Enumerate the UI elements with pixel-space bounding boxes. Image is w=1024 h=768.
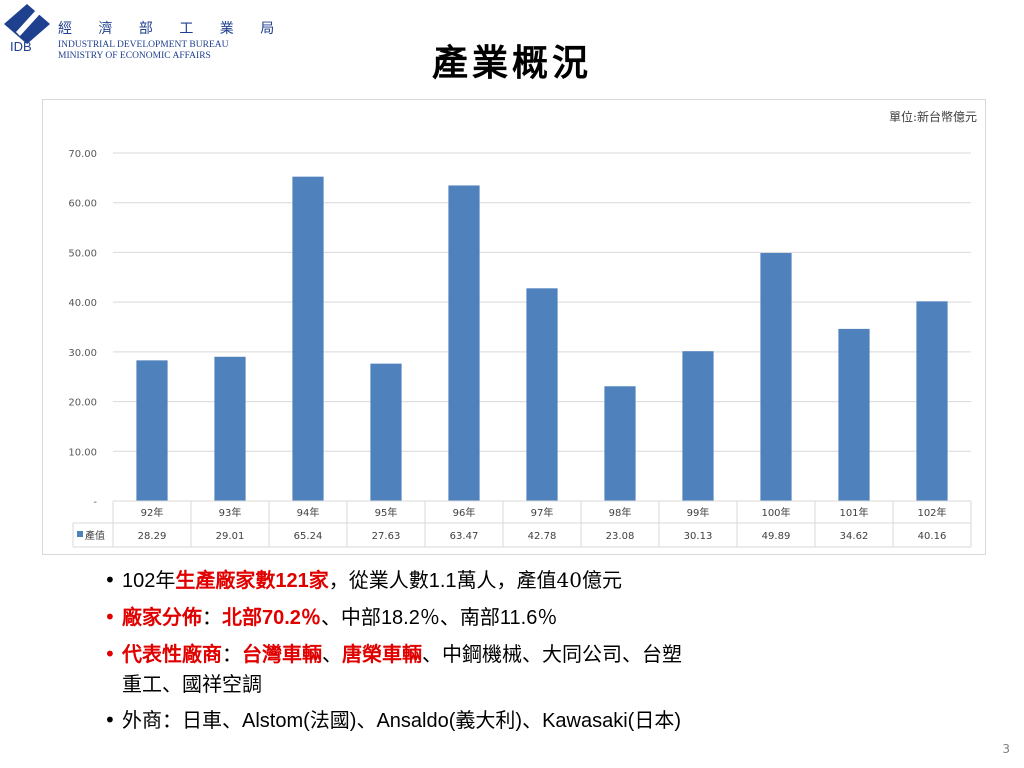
bullet4-sep1: )、 xyxy=(349,710,377,732)
bullet2-north: 北部 xyxy=(222,605,262,629)
y-tick-label: - xyxy=(93,497,97,508)
bullet3-sep: 、 xyxy=(322,642,342,666)
data-value-label: 40.16 xyxy=(918,531,947,542)
y-tick-label: 20.00 xyxy=(68,398,97,409)
logo-ministry-name: MINISTRY OF ECONOMIC AFFAIRS xyxy=(58,51,211,61)
page-number: 3 xyxy=(1002,742,1010,756)
data-value-label: 30.13 xyxy=(684,531,713,542)
bullet3-firm-2: 唐榮車輛 xyxy=(342,642,422,666)
bar xyxy=(526,288,558,501)
bullet2-central: 、中部 xyxy=(320,605,381,629)
bullet2-south: 、南部 xyxy=(439,605,500,629)
bullet4-ansaldo: Ansaldo( xyxy=(376,710,456,732)
bullet1-highlight-number: 121 xyxy=(275,570,309,592)
bullet1-highlight-unit: 家 xyxy=(308,568,329,592)
y-tick-label: 30.00 xyxy=(68,348,97,359)
data-value-label: 29.01 xyxy=(216,531,245,542)
bullet4-japan: 日本 xyxy=(634,708,675,732)
x-category-label: 93年 xyxy=(219,506,242,519)
bullet4-italy: 義大利 xyxy=(455,708,516,732)
bullet-foreign-firms: 外商：日車、Alstom(法國)、Ansaldo(義大利)、Kawasaki(日… xyxy=(104,705,984,736)
bullet3-label: 代表性廠商 xyxy=(122,642,222,666)
x-category-label: 101年 xyxy=(839,506,868,519)
logo-english-name: INDUSTRIAL DEVELOPMENT BUREAU xyxy=(58,40,229,50)
bullet1-text: ，從業人數 xyxy=(328,568,429,592)
bar xyxy=(604,386,636,501)
page-title: 產業概況 xyxy=(431,42,592,84)
idb-emblem-icon xyxy=(4,4,50,44)
bullet-distribution: 廠家分佈：北部70.2％、中部18.2％、南部11.6％ xyxy=(104,602,984,633)
x-category-label: 96年 xyxy=(453,506,476,519)
legend-series-label: 產值 xyxy=(85,529,105,542)
x-category-label: 97年 xyxy=(531,506,554,519)
y-tick-label: 50.00 xyxy=(68,248,97,259)
bar xyxy=(448,185,480,501)
data-value-label: 23.08 xyxy=(606,531,635,542)
bullet2-colon: ： xyxy=(202,605,222,629)
x-category-label: 99年 xyxy=(687,506,710,519)
x-category-label: 98年 xyxy=(609,506,632,519)
bullet2-north-pct: 70.2％ xyxy=(262,607,321,629)
bar xyxy=(916,301,948,501)
bullet4-alstom: Alstom( xyxy=(242,710,310,732)
bar-chart: - 10.00 20.00 30.00 40.00 50.00 60.00 70.00 92年 9… xyxy=(68,149,972,548)
bullet3-colon: ： xyxy=(222,642,242,666)
chart-frame: 單位:新台幣億元 - 10.00 20.00 30.00 40.00 50.00 60.00… xyxy=(42,99,986,555)
bar xyxy=(136,360,168,501)
bullet-production: 102年生產廠家數121家，從業人數1.1萬人，產值40億元 xyxy=(104,565,984,596)
data-value-label: 42.78 xyxy=(528,531,557,542)
bullet1-text-end: 萬人，產值40億元 xyxy=(456,568,623,592)
bullet1-highlight-label: 生產廠家數 xyxy=(175,568,276,592)
data-value-label: 34.62 xyxy=(840,531,869,542)
y-tick-label: 40.00 xyxy=(68,298,97,309)
logo-chinese-name: 經 濟 部 工 業 局 xyxy=(58,21,286,37)
bullet2-label: 廠家分佈 xyxy=(122,605,202,629)
bullet1-year: 102年 xyxy=(122,570,176,592)
x-category-label: 102年 xyxy=(917,506,946,519)
bullet4-label: 外商：日車、 xyxy=(122,708,242,732)
bar xyxy=(292,176,324,501)
x-category-label: 100年 xyxy=(761,506,790,519)
bullet3-other-firms-cont: 重工、國祥空調 xyxy=(122,672,262,696)
data-value-label: 27.63 xyxy=(372,531,401,542)
data-value-label: 65.24 xyxy=(294,531,323,542)
bar xyxy=(214,356,246,501)
bullet4-close: ) xyxy=(674,710,682,732)
y-tick-label: 60.00 xyxy=(68,199,97,210)
bullet2-central-pct: 18.2％ xyxy=(380,607,440,629)
legend-swatch xyxy=(77,531,83,537)
bullet3-firm-1: 台灣車輛 xyxy=(242,642,322,666)
x-category-label: 94年 xyxy=(297,506,320,519)
bullet2-south-pct: 11.6％ xyxy=(499,607,558,629)
bullet4-sep2: )、 xyxy=(515,710,543,732)
bar xyxy=(760,252,792,501)
y-tick-label: 10.00 xyxy=(68,447,97,458)
x-category-label: 92年 xyxy=(141,506,164,519)
bureau-logo: IDB 經 濟 部 工 業 局 INDUSTRIAL DEVELOPMENT B… xyxy=(0,0,274,70)
bar xyxy=(370,363,402,501)
data-value-label: 63.47 xyxy=(450,531,479,542)
bullet1-number: 1.1 xyxy=(428,570,457,592)
bullet4-kawasaki: Kawasaki( xyxy=(542,710,635,732)
data-value-label: 28.29 xyxy=(138,531,167,542)
logo-abbr: IDB xyxy=(10,39,32,54)
bullet4-france: 法國 xyxy=(309,708,350,732)
y-tick-label: 70.00 xyxy=(68,149,97,160)
chart-unit-label: 單位:新台幣億元 xyxy=(888,110,977,124)
bullet3-other-firms: 、中鋼機械、大同公司、台塑 xyxy=(422,642,682,666)
bar xyxy=(838,328,870,501)
summary-bullets: 102年生產廠家數121家，從業人數1.1萬人，產值40億元 廠家分佈：北部70… xyxy=(104,565,984,742)
bar xyxy=(682,351,714,501)
data-value-label: 49.89 xyxy=(762,531,791,542)
x-category-label: 95年 xyxy=(375,506,398,519)
